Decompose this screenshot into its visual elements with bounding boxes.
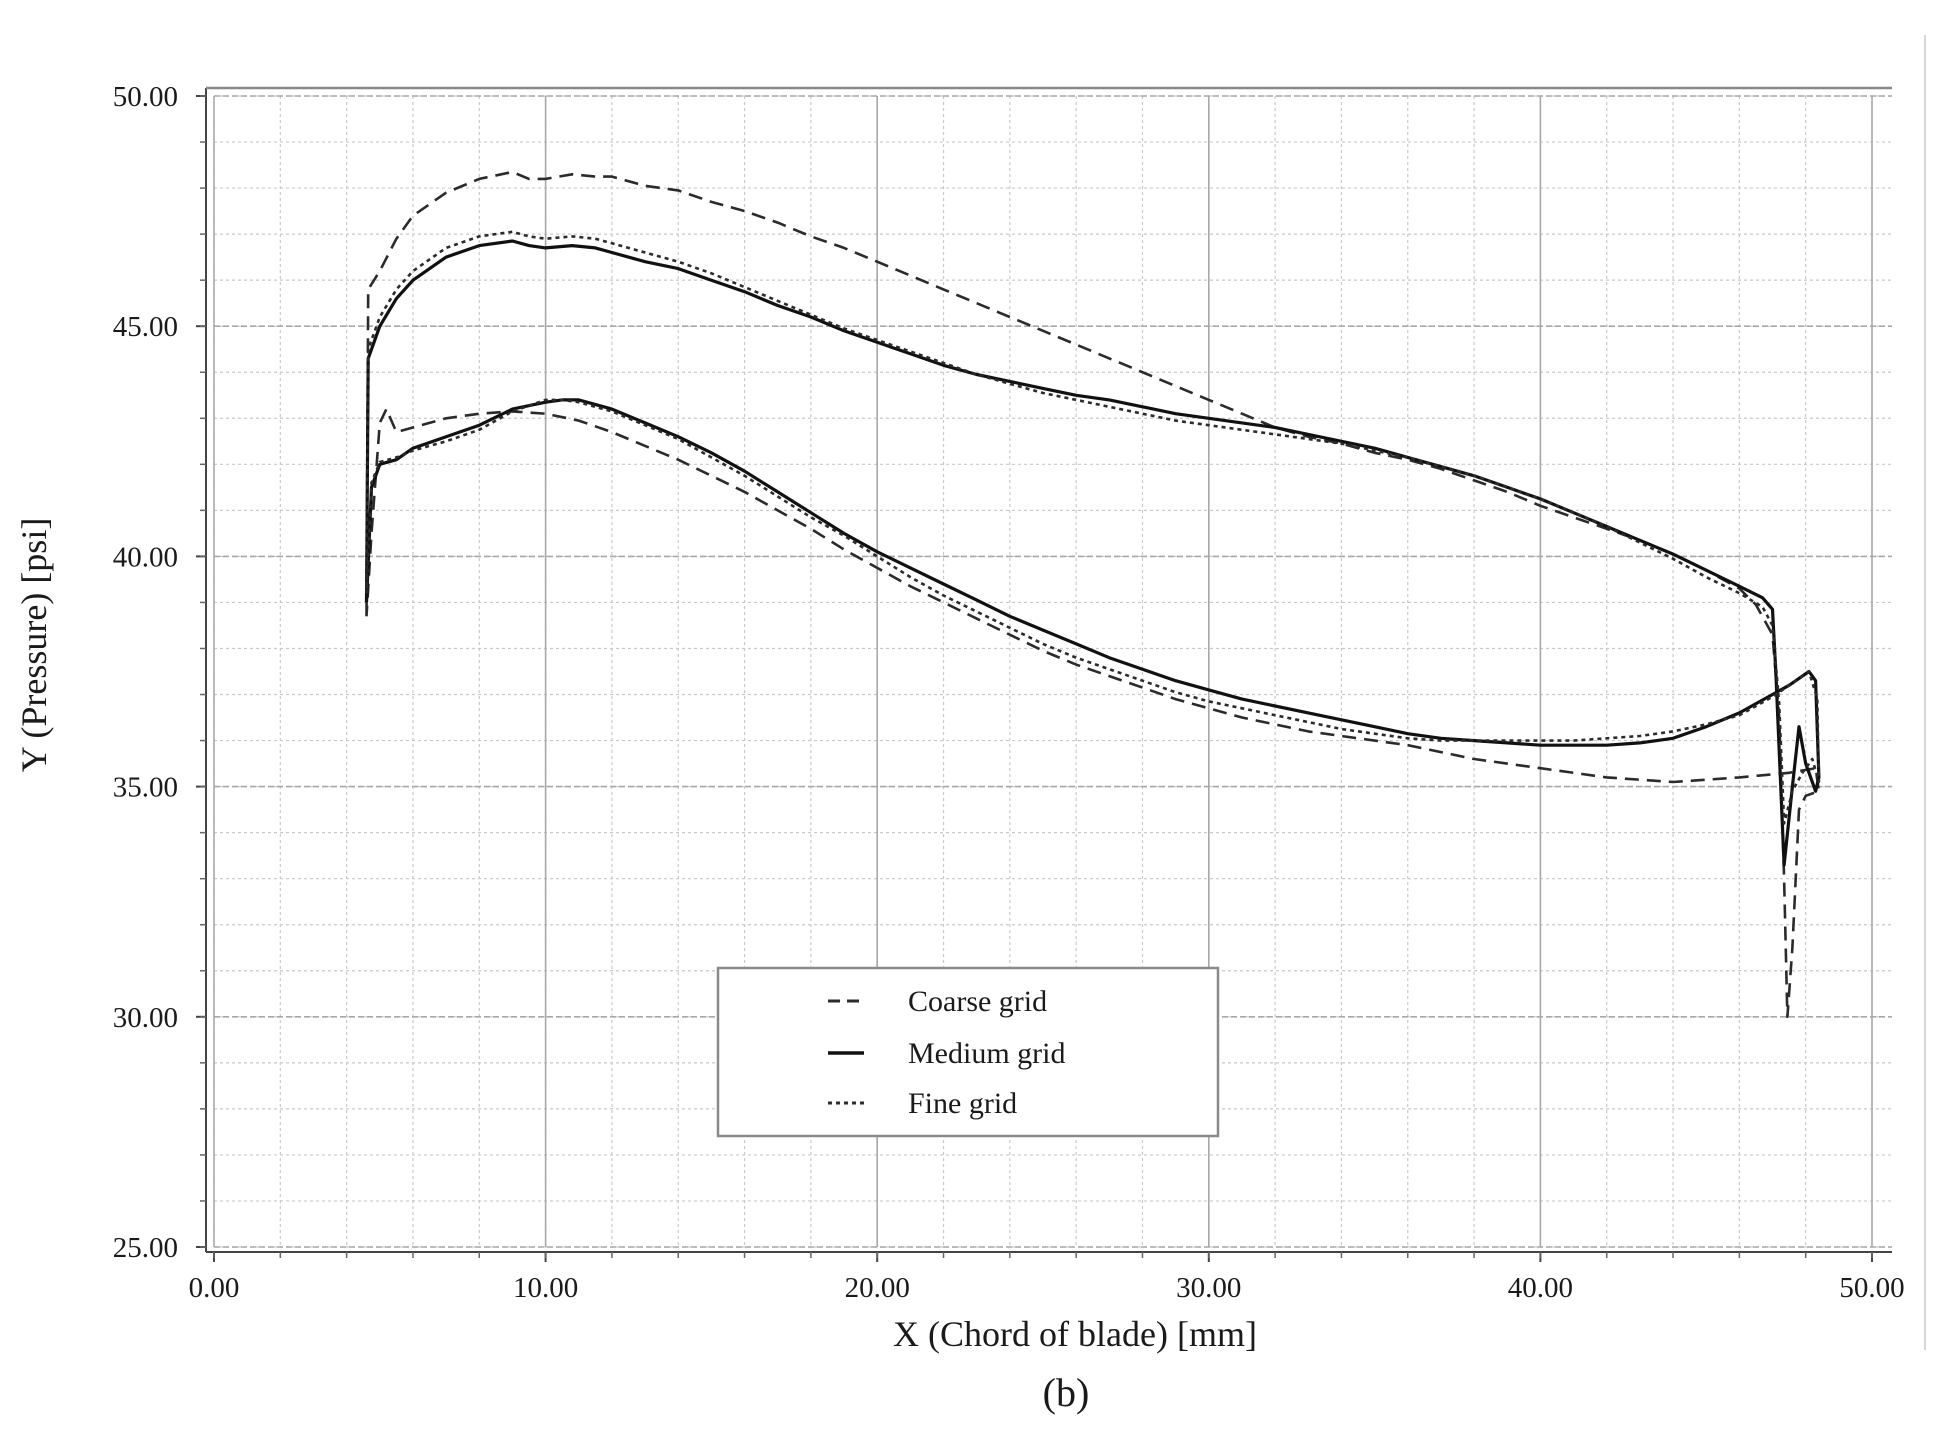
y-tick-label: 50.00 — [113, 81, 178, 113]
legend-label-medium-grid: Medium grid — [908, 1037, 1066, 1070]
plot-axes — [196, 86, 1892, 1262]
y-tick-label: 35.00 — [113, 772, 178, 804]
x-tick-label: 50.00 — [1839, 1272, 1904, 1304]
y-axis-title: Y (Pressure) [psi] — [14, 518, 54, 773]
x-tick-labels: 0.00 10.00 20.00 30.00 40.00 50.00 — [189, 1272, 1905, 1304]
y-tick-label: 40.00 — [113, 541, 178, 573]
y-tick-labels: 25.00 30.00 35.00 40.00 45.00 50.00 — [113, 81, 178, 1264]
x-tick-label: 10.00 — [513, 1272, 578, 1304]
x-tick-label: 30.00 — [1176, 1272, 1241, 1304]
legend-label-coarse-grid: Coarse grid — [908, 985, 1047, 1018]
x-tick-label: 0.00 — [189, 1272, 240, 1304]
y-tick-label: 45.00 — [113, 311, 178, 343]
x-tick-label: 40.00 — [1508, 1272, 1573, 1304]
legend-box — [716, 966, 1220, 1138]
y-tick-label: 30.00 — [113, 1002, 178, 1034]
series-line-coarse-grid — [365, 170, 1821, 1019]
y-tick-label: 25.00 — [113, 1232, 178, 1264]
x-tick-label: 20.00 — [845, 1272, 910, 1304]
legend-label-fine-grid: Fine grid — [908, 1087, 1017, 1120]
x-axis-title: X (Chord of blade) [mm] — [893, 1314, 1257, 1354]
panel-label: (b) — [1043, 1370, 1090, 1415]
series-layer — [364, 170, 1821, 1019]
series-line-medium-grid — [364, 239, 1821, 867]
series-line-fine-grid — [365, 230, 1821, 825]
legend: Coarse grid Medium grid Fine grid — [716, 966, 1220, 1138]
